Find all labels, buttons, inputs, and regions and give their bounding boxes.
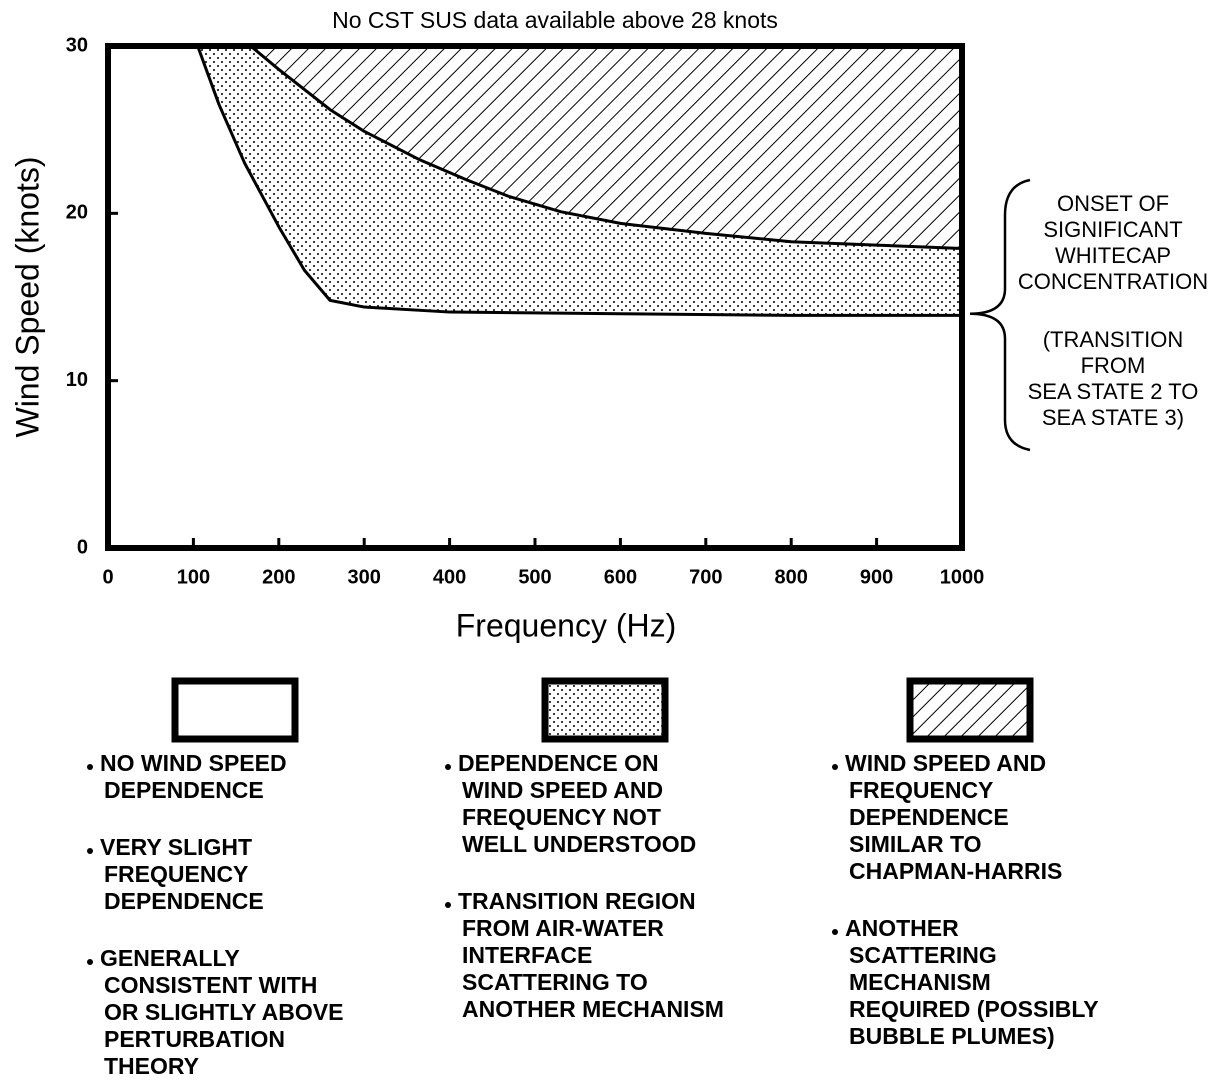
bullet — [445, 764, 451, 770]
legend-note: DEPENDENCE ON — [458, 750, 659, 776]
annotation-text: ONSET OF — [1057, 191, 1169, 216]
legend-note: OR SLIGHTLY ABOVE — [104, 999, 343, 1025]
bullet — [832, 929, 838, 935]
legend-note: FREQUENCY NOT — [462, 804, 661, 830]
legend-note: VERY SLIGHT — [100, 834, 252, 860]
x-tick-label: 200 — [262, 566, 295, 588]
legend-note: INTERFACE — [462, 942, 592, 968]
annotation-text: WHITECAP — [1055, 243, 1171, 268]
legend-note: MECHANISM — [849, 969, 991, 995]
annotation-text: FROM — [1081, 353, 1146, 378]
annotation-text: (TRANSITION — [1043, 327, 1184, 352]
legend-note: DEPENDENCE — [104, 777, 264, 803]
x-tick-label: 600 — [604, 566, 637, 588]
legend-note: SCATTERING — [849, 942, 997, 968]
x-tick-label: 100 — [177, 566, 210, 588]
boundary-line — [196, 45, 962, 317]
annotation-text: SEA STATE 2 TO — [1028, 379, 1199, 404]
x-tick-label: 500 — [518, 566, 551, 588]
legend-note: WIND SPEED AND — [845, 750, 1046, 776]
annotation-text: CONCENTRATION — [1018, 269, 1208, 294]
legend-note: REQUIRED (POSSIBLY — [849, 996, 1099, 1022]
x-tick-label: 1000 — [940, 566, 985, 588]
bullet — [445, 902, 451, 908]
legend-note: WELL UNDERSTOOD — [462, 831, 696, 857]
chart-title: No CST SUS data available above 28 knots — [332, 7, 778, 33]
bullet — [87, 764, 93, 770]
bullet — [87, 959, 93, 965]
legend-note: ANOTHER MECHANISM — [462, 996, 724, 1022]
legend-note: WIND SPEED AND — [462, 777, 663, 803]
boundary-line — [249, 44, 963, 250]
legend-note: GENERALLY — [100, 945, 240, 971]
legend-note: BUBBLE PLUMES) — [849, 1023, 1055, 1049]
region-fill — [250, 46, 963, 249]
bullet — [832, 764, 838, 770]
legend-swatch — [541, 677, 669, 743]
bullet — [87, 848, 93, 854]
legend-note: CONSISTENT WITH — [104, 972, 317, 998]
legend-note: DEPENDENCE — [104, 888, 264, 914]
legend-note: DEPENDENCE — [849, 804, 1009, 830]
x-tick-label: 800 — [775, 566, 808, 588]
x-tick-label: 700 — [689, 566, 722, 588]
annotation-text: SEA STATE 3) — [1042, 405, 1184, 430]
y-tick-label: 10 — [66, 369, 88, 391]
x-tick-label: 900 — [860, 566, 893, 588]
legend-note: TRANSITION REGION — [458, 888, 696, 914]
legend-note: THEORY — [104, 1053, 199, 1079]
y-tick-label: 0 — [77, 536, 88, 558]
x-tick-label: 0 — [102, 566, 113, 588]
legend-note: FREQUENCY — [104, 861, 248, 887]
legend-note: CHAPMAN-HARRIS — [849, 858, 1062, 884]
brace — [969, 178, 1031, 452]
legend-note: NO WIND SPEED — [100, 750, 287, 776]
legend-note: SIMILAR TO — [849, 831, 981, 857]
legend-note: SCATTERING TO — [462, 969, 648, 995]
legend-note: ANOTHER — [845, 915, 959, 941]
legend-swatch — [906, 677, 1034, 743]
y-tick-label: 20 — [66, 202, 88, 224]
annotation-text: SIGNIFICANT — [1043, 217, 1182, 242]
legend-note: PERTURBATION — [104, 1026, 285, 1052]
y-tick-label: 30 — [66, 34, 88, 56]
x-tick-label: 400 — [433, 566, 466, 588]
legend-swatch — [171, 677, 299, 743]
x-axis-label: Frequency (Hz) — [456, 607, 677, 643]
x-tick-label: 300 — [348, 566, 381, 588]
y-axis-label: Wind Speed (knots) — [9, 156, 45, 437]
legend-note: FREQUENCY — [849, 777, 993, 803]
legend-note: FROM AIR-WATER — [462, 915, 664, 941]
